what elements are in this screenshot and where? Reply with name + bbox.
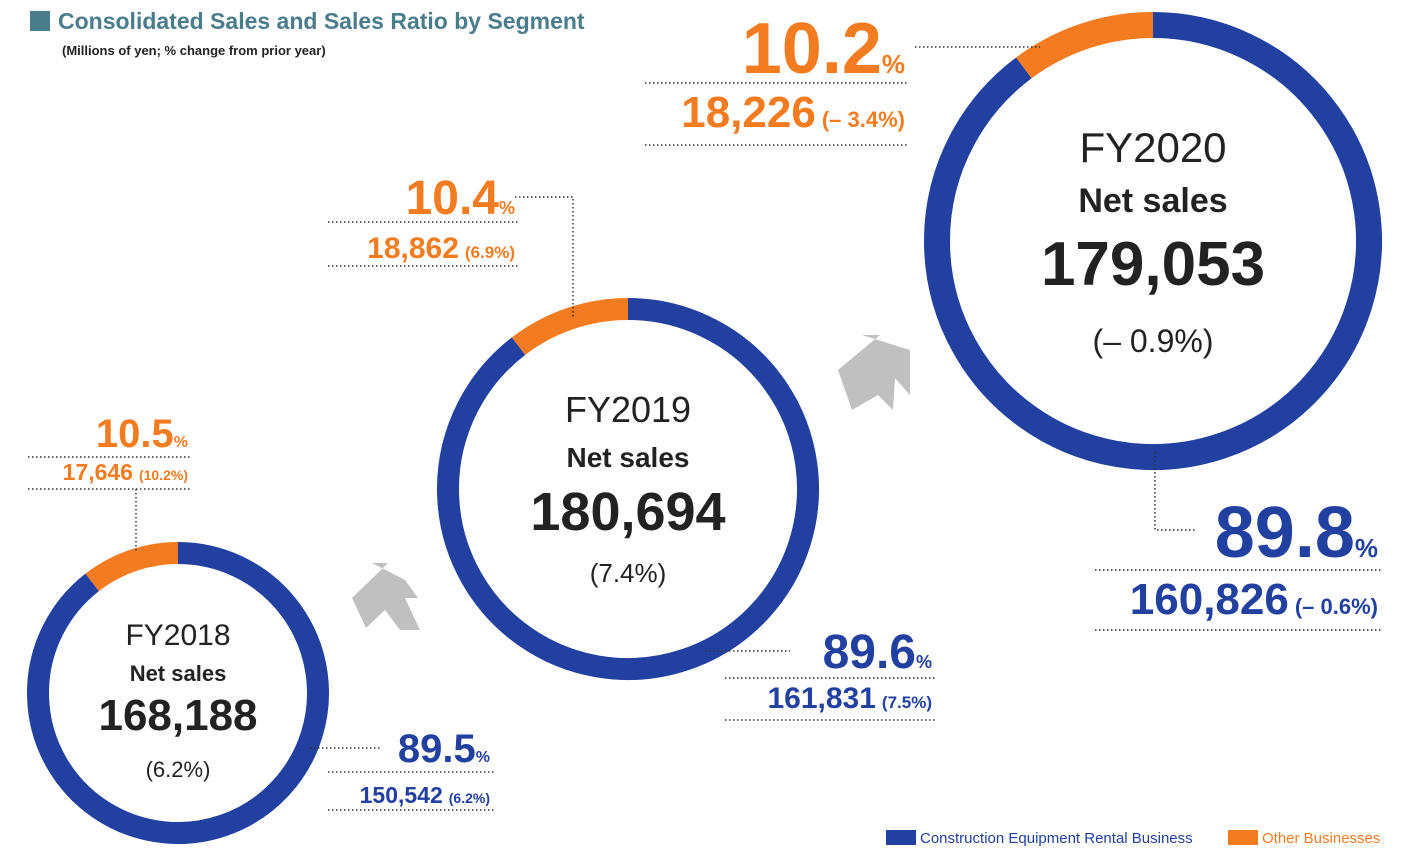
center-text: FY2020 <box>1079 124 1226 171</box>
ratio-unit: % <box>174 434 188 451</box>
ratio-value: 10.2 <box>742 9 882 89</box>
ratio-unit: % <box>499 198 515 218</box>
legend-label: Other Businesses <box>1262 830 1380 847</box>
ratio-unit: % <box>916 652 932 672</box>
sales-label: 18,226 (– 3.4%) <box>681 88 905 137</box>
sales-change: (7.5%) <box>882 693 932 712</box>
ratio-label: 10.2% <box>742 9 905 89</box>
donut-segment <box>85 542 179 592</box>
center-text: Net sales <box>130 661 227 686</box>
ratio-value: 89.5 <box>398 727 476 771</box>
sales-label: 17,646 (10.2%) <box>63 459 188 485</box>
sales-change: (6.2%) <box>449 790 490 806</box>
donut-segment <box>511 298 629 355</box>
sales-value: 160,826 <box>1130 575 1289 624</box>
sales-label: 18,862 (6.9%) <box>367 232 515 265</box>
arrow <box>352 563 420 630</box>
chart-title: Consolidated Sales and Sales Ratio by Se… <box>58 8 585 34</box>
sales-value: 18,226 <box>681 88 816 137</box>
center-text: Net sales <box>1078 182 1227 220</box>
leader-line <box>1154 452 1195 531</box>
sales-change: (– 0.6%) <box>1295 594 1378 619</box>
sales-change: (6.9%) <box>465 243 515 262</box>
legend-label: Construction Equipment Rental Business <box>920 830 1193 847</box>
center-text: Net sales <box>567 442 690 473</box>
center-text: 179,053 <box>1041 230 1265 299</box>
ratio-label: 10.4% <box>406 172 515 225</box>
center-text: FY2018 <box>125 619 230 652</box>
center-text: 168,188 <box>98 691 257 740</box>
ratio-label: 89.8% <box>1215 493 1378 573</box>
donut-segment <box>1016 12 1154 79</box>
ratio-value: 89.6 <box>823 626 916 679</box>
sales-value: 17,646 <box>63 459 133 485</box>
ratio-value: 10.4 <box>406 172 500 225</box>
ratio-label: 89.6% <box>823 626 932 679</box>
sales-value: 150,542 <box>360 782 443 808</box>
sales-value: 18,862 <box>367 232 459 265</box>
ratio-label: 10.5% <box>96 412 188 456</box>
center-text: (6.2%) <box>146 757 211 782</box>
center-text: 180,694 <box>530 482 725 542</box>
sales-change: (– 3.4%) <box>822 107 905 132</box>
donut-segment <box>27 542 329 844</box>
ratio-value: 89.8 <box>1215 493 1355 573</box>
sales-label: 160,826 (– 0.6%) <box>1130 575 1378 624</box>
ratio-unit: % <box>476 749 490 766</box>
leader-line <box>515 196 574 318</box>
sales-change: (10.2%) <box>139 467 188 483</box>
donut-segment <box>924 12 1382 470</box>
donut-segment <box>437 298 819 680</box>
legend-swatch <box>1228 830 1258 845</box>
center-text: (– 0.9%) <box>1093 323 1214 359</box>
arrow <box>838 335 910 410</box>
center-text: (7.4%) <box>590 558 667 588</box>
center-text: FY2019 <box>565 389 691 430</box>
legend-swatch <box>886 830 916 845</box>
ratio-unit: % <box>882 49 905 79</box>
ratio-value: 10.5 <box>96 412 174 456</box>
sales-label: 150,542 (6.2%) <box>360 782 490 808</box>
chart-subtitle: (Millions of yen; % change from prior ye… <box>62 43 326 58</box>
ratio-label: 89.5% <box>398 727 490 771</box>
ratio-unit: % <box>1355 533 1378 563</box>
sales-value: 161,831 <box>767 682 875 715</box>
title-icon <box>30 11 50 31</box>
sales-label: 161,831 (7.5%) <box>767 682 932 715</box>
